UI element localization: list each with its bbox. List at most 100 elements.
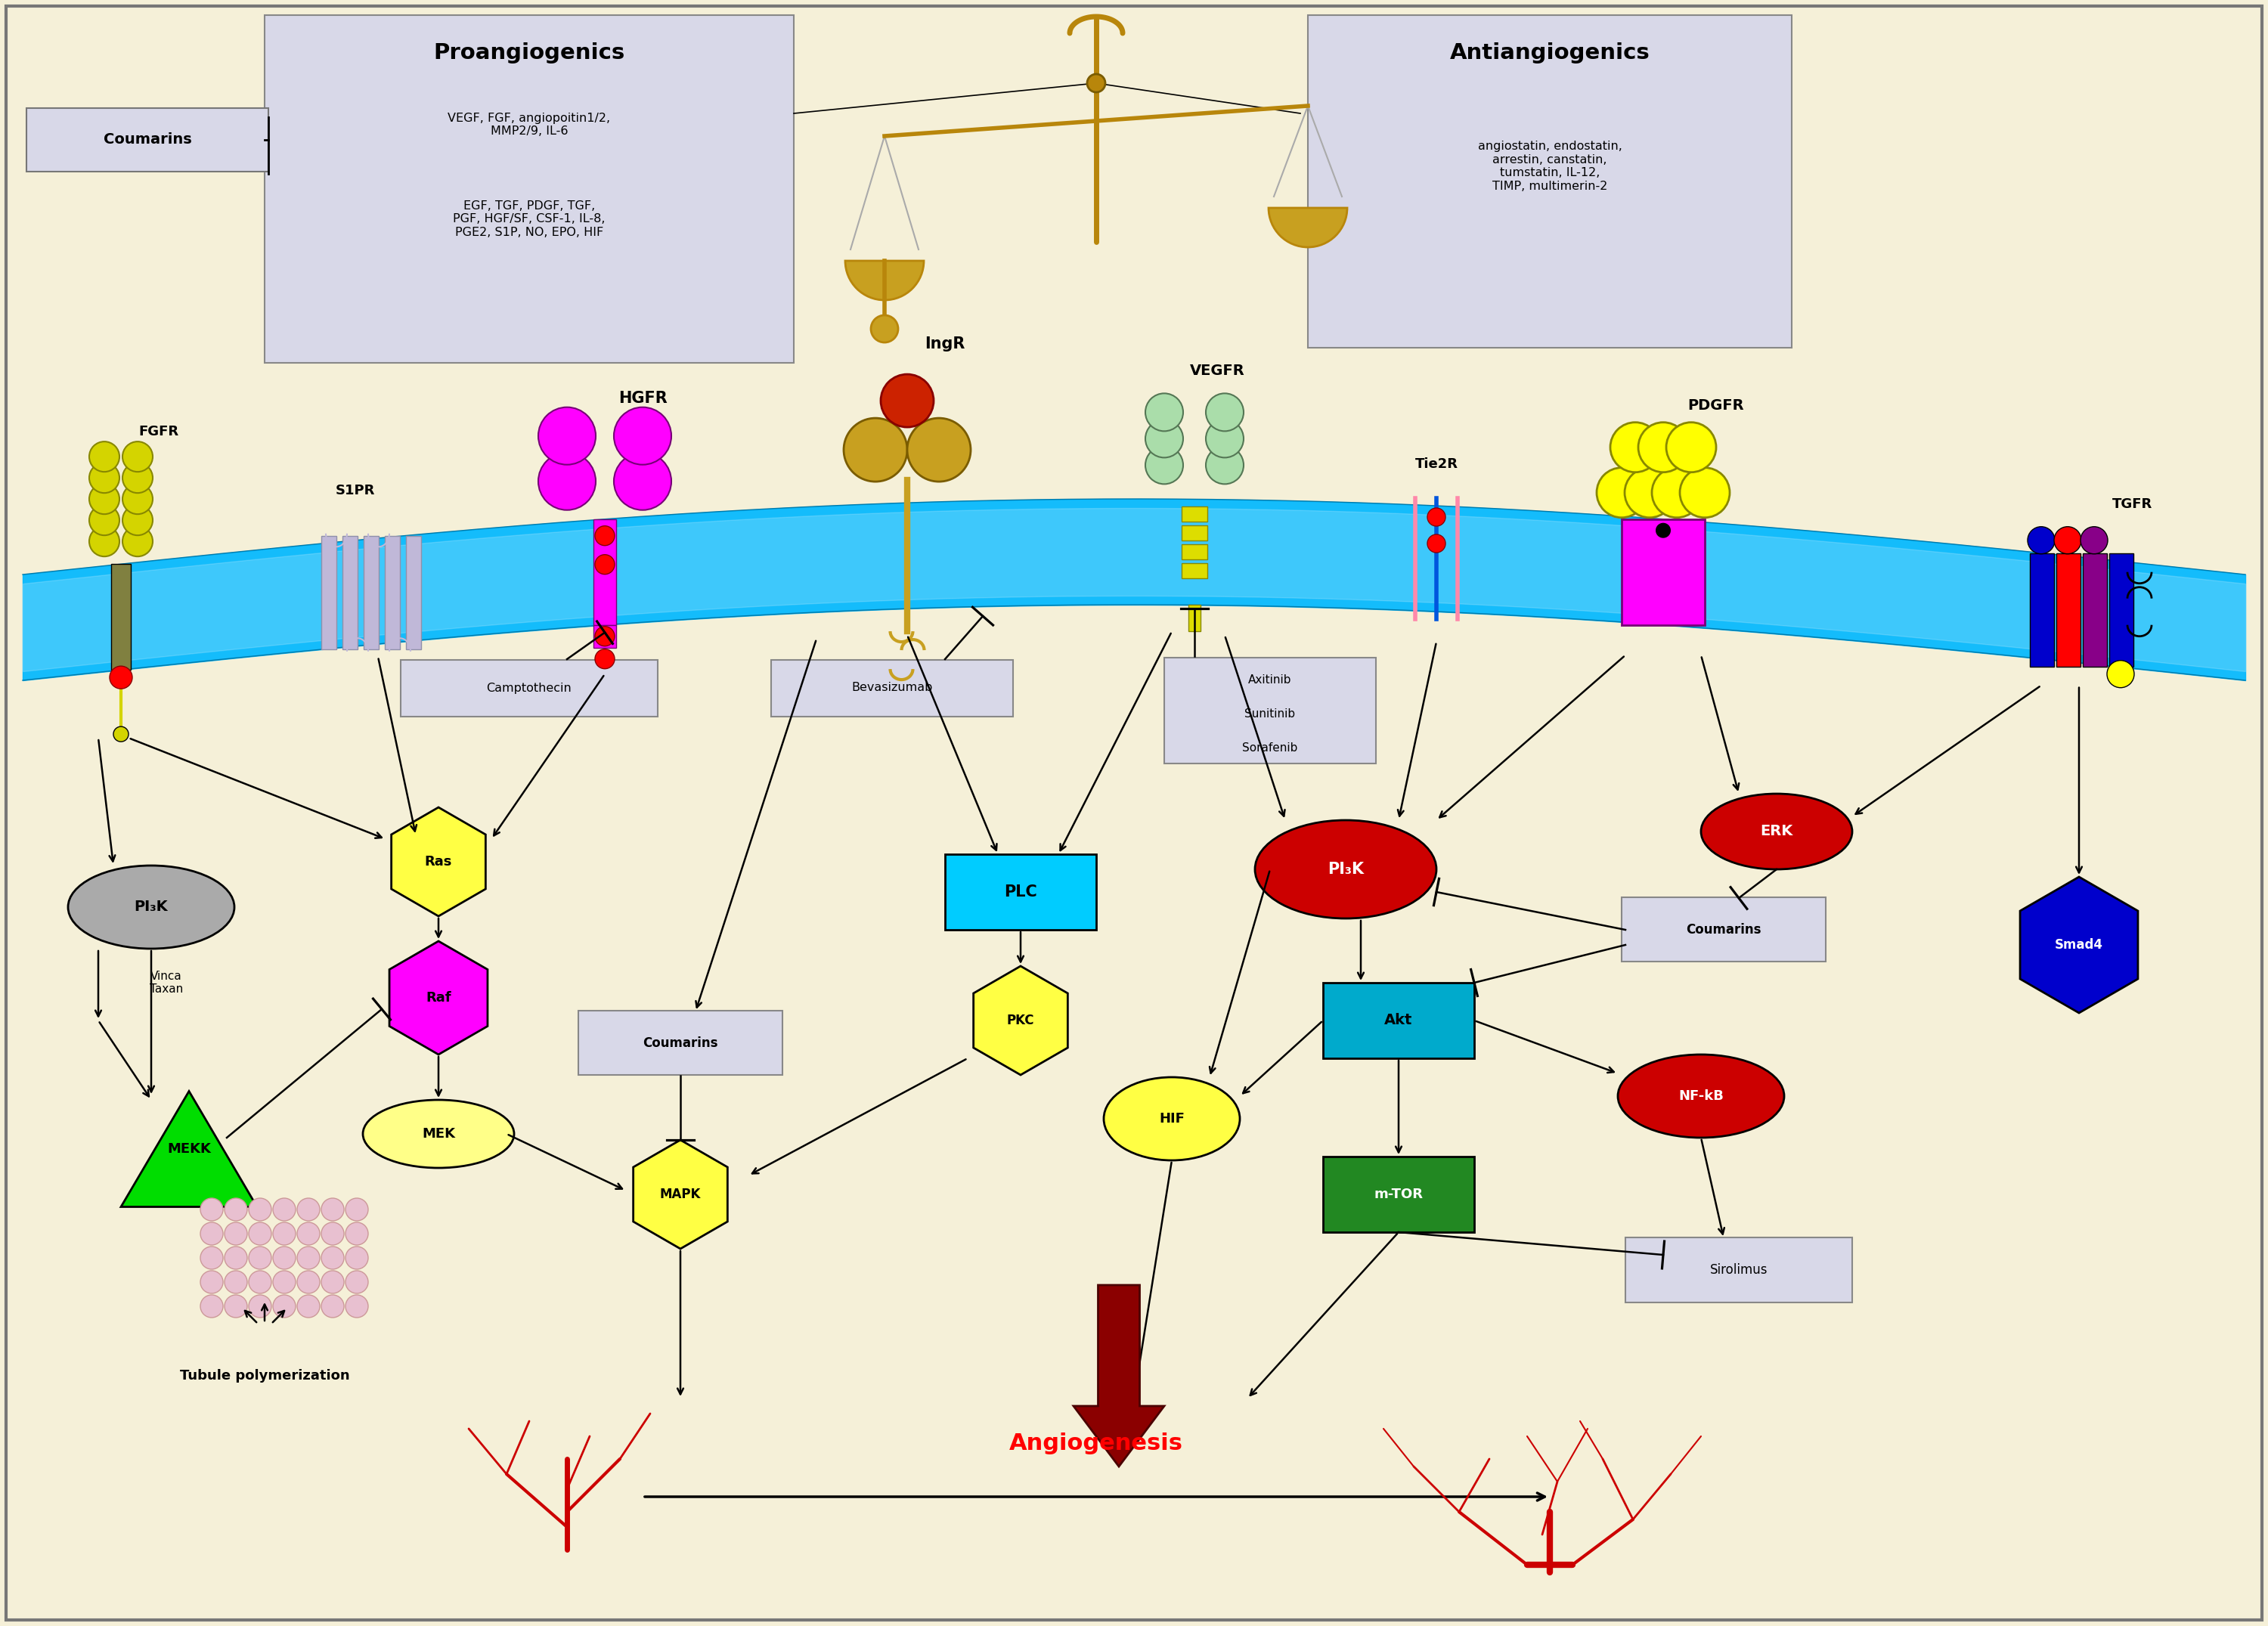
Bar: [2082, 553, 2107, 667]
Ellipse shape: [363, 1099, 515, 1167]
Circle shape: [272, 1198, 295, 1221]
Circle shape: [322, 1270, 345, 1293]
Circle shape: [88, 442, 120, 472]
Wedge shape: [1268, 208, 1347, 247]
Circle shape: [594, 626, 615, 646]
Circle shape: [122, 463, 152, 493]
Text: Coumarins: Coumarins: [1685, 924, 1762, 937]
Circle shape: [122, 442, 152, 472]
Circle shape: [200, 1223, 222, 1246]
Text: PDGFR: PDGFR: [1687, 398, 1744, 413]
Circle shape: [1145, 393, 1184, 431]
Text: Antiangiogenics: Antiangiogenics: [1449, 42, 1649, 63]
Circle shape: [297, 1198, 320, 1221]
Text: Akt: Akt: [1383, 1013, 1413, 1028]
Circle shape: [1427, 507, 1445, 527]
Polygon shape: [120, 1091, 256, 1206]
Bar: [401, 660, 658, 715]
Circle shape: [122, 485, 152, 514]
Circle shape: [322, 1247, 345, 1270]
Polygon shape: [2021, 876, 2139, 1013]
Circle shape: [249, 1223, 272, 1246]
FancyArrow shape: [1073, 1285, 1163, 1467]
Circle shape: [249, 1247, 272, 1270]
Circle shape: [200, 1294, 222, 1317]
Circle shape: [1610, 423, 1660, 472]
Circle shape: [1207, 446, 1243, 485]
Text: PKC: PKC: [1007, 1013, 1034, 1028]
Text: VEGF, FGF, angiopoitin1/2,
MMP2/9, IL-6: VEGF, FGF, angiopoitin1/2, MMP2/9, IL-6: [447, 112, 610, 137]
Bar: [2057, 553, 2080, 667]
Text: Raf: Raf: [426, 990, 451, 1005]
Text: Coumarins: Coumarins: [104, 133, 191, 146]
Bar: [265, 15, 794, 363]
Circle shape: [297, 1294, 320, 1317]
Circle shape: [1597, 468, 1647, 517]
Bar: [386, 535, 399, 649]
Bar: [771, 660, 1014, 715]
Circle shape: [122, 506, 152, 535]
Circle shape: [272, 1294, 295, 1317]
Bar: [111, 564, 132, 670]
Ellipse shape: [68, 865, 234, 948]
Ellipse shape: [1105, 1076, 1241, 1161]
Circle shape: [297, 1223, 320, 1246]
Circle shape: [225, 1247, 247, 1270]
Ellipse shape: [1701, 793, 1853, 870]
Polygon shape: [633, 1140, 728, 1249]
Text: Vinca
Taxan: Vinca Taxan: [150, 971, 184, 995]
Text: Angiogenesis: Angiogenesis: [1009, 1433, 1184, 1455]
Text: Smad4: Smad4: [2055, 938, 2102, 951]
Circle shape: [322, 1223, 345, 1246]
Ellipse shape: [1617, 1055, 1785, 1138]
Bar: [1322, 1156, 1474, 1233]
Text: Tubule polymerization: Tubule polymerization: [179, 1369, 349, 1382]
Bar: [1622, 898, 1826, 963]
Circle shape: [1145, 446, 1184, 485]
Bar: [1182, 507, 1207, 522]
Bar: [1182, 545, 1207, 559]
Circle shape: [2107, 660, 2134, 688]
Text: HGFR: HGFR: [619, 390, 667, 406]
Bar: [1309, 15, 1792, 348]
Polygon shape: [973, 966, 1068, 1075]
Bar: [322, 535, 336, 649]
Circle shape: [844, 418, 907, 481]
Circle shape: [225, 1294, 247, 1317]
Circle shape: [1681, 468, 1730, 517]
Text: Sunitinib: Sunitinib: [1245, 709, 1295, 720]
Circle shape: [322, 1198, 345, 1221]
Text: Proangiogenics: Proangiogenics: [433, 42, 626, 63]
Text: VEGFR: VEGFR: [1191, 364, 1245, 377]
Circle shape: [297, 1247, 320, 1270]
Text: PLC: PLC: [1005, 885, 1036, 899]
Circle shape: [249, 1270, 272, 1293]
Circle shape: [2080, 527, 2107, 554]
Circle shape: [1427, 535, 1445, 553]
Circle shape: [88, 506, 120, 535]
Circle shape: [345, 1223, 367, 1246]
Polygon shape: [392, 808, 485, 915]
Bar: [1626, 1237, 1853, 1302]
Circle shape: [225, 1270, 247, 1293]
Circle shape: [225, 1198, 247, 1221]
Circle shape: [297, 1270, 320, 1293]
Circle shape: [200, 1270, 222, 1293]
Circle shape: [272, 1223, 295, 1246]
Text: MEKK: MEKK: [168, 1141, 211, 1156]
Text: PI₃K: PI₃K: [134, 899, 168, 914]
Text: MEK: MEK: [422, 1127, 456, 1141]
Text: Ras: Ras: [424, 855, 451, 868]
Circle shape: [2028, 527, 2055, 554]
Bar: [578, 1011, 782, 1075]
Text: TGFR: TGFR: [2112, 498, 2152, 511]
Circle shape: [249, 1294, 272, 1317]
Circle shape: [1651, 468, 1701, 517]
Circle shape: [345, 1198, 367, 1221]
Circle shape: [1637, 423, 1687, 472]
Bar: [594, 624, 617, 647]
Bar: [1182, 564, 1207, 579]
Bar: [1163, 657, 1377, 764]
Circle shape: [871, 315, 898, 343]
Circle shape: [1207, 393, 1243, 431]
